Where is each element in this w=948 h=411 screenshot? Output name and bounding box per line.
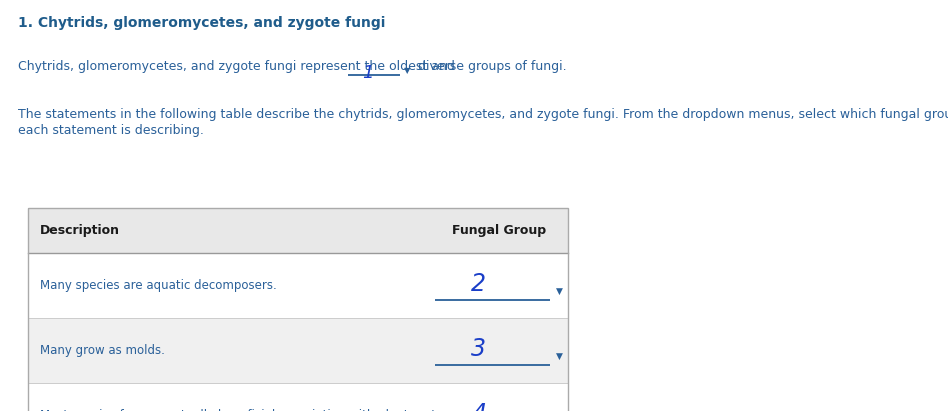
Text: Chytrids, glomeromycetes, and zygote fungi represent the oldest and: Chytrids, glomeromycetes, and zygote fun… (18, 60, 459, 73)
Text: Description: Description (40, 224, 120, 237)
Bar (28, 383, 568, 411)
Bar (28, 208, 568, 411)
Bar (28, 318, 568, 383)
Text: 2: 2 (471, 272, 486, 296)
Text: 4: 4 (471, 402, 486, 411)
Text: Fungal Group: Fungal Group (452, 224, 546, 237)
Text: Many species are aquatic decomposers.: Many species are aquatic decomposers. (40, 279, 277, 292)
Text: each statement is describing.: each statement is describing. (18, 124, 204, 137)
Bar (28, 253, 568, 318)
Text: 3: 3 (471, 337, 486, 360)
Text: Most species form a mutually beneficial association with plant roots.: Most species form a mutually beneficial … (40, 409, 446, 411)
Text: 1. Chytrids, glomeromycetes, and zygote fungi: 1. Chytrids, glomeromycetes, and zygote … (18, 16, 386, 30)
Text: ▼: ▼ (556, 287, 562, 296)
Text: ▼: ▼ (404, 67, 410, 76)
Text: The statements in the following table describe the chytrids, glomeromycetes, and: The statements in the following table de… (18, 108, 948, 121)
Text: ▼: ▼ (556, 352, 562, 361)
Bar (28, 208, 568, 253)
Text: Many grow as molds.: Many grow as molds. (40, 344, 165, 357)
Text: 1: 1 (362, 64, 374, 82)
Text: diverse groups of fungi.: diverse groups of fungi. (413, 60, 566, 73)
